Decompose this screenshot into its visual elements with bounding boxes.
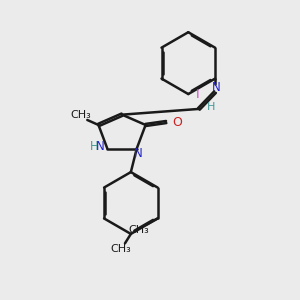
Text: CH₃: CH₃ [70,110,91,120]
Text: I: I [196,88,199,100]
Text: O: O [173,116,182,128]
Text: N: N [212,81,221,94]
Text: H: H [207,103,215,112]
Text: H: H [90,140,99,153]
Text: CH₃: CH₃ [128,225,149,235]
Text: CH₃: CH₃ [110,244,131,254]
Text: N: N [134,147,142,160]
Text: N: N [96,140,105,153]
